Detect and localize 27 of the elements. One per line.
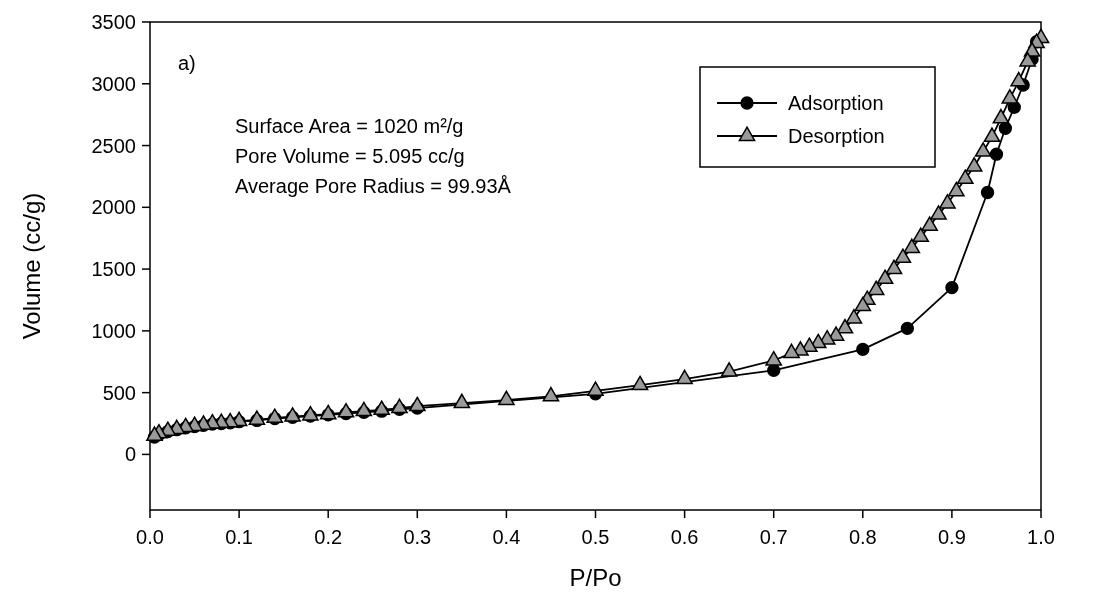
y-axis-title: Volume (cc/g): [18, 192, 45, 340]
legend-label: Desorption: [788, 125, 885, 147]
y-tick-label: 3000: [91, 72, 136, 95]
y-tick-label: 3500: [91, 11, 136, 33]
y-tick-label: 0: [124, 443, 136, 466]
annotation: Average Pore Radius = 99.93Å: [235, 175, 512, 197]
x-tick-label: 0.3: [403, 526, 432, 548]
annotation: a): [178, 52, 196, 74]
y-tick-label: 1500: [91, 258, 136, 281]
y-tick-label: 1000: [91, 319, 136, 342]
x-tick-label: 0.9: [937, 526, 966, 548]
y-tick-label: 500: [102, 381, 136, 404]
annotation: Surface Area = 1020 m²/g: [235, 115, 464, 137]
legend-label: Adsorption: [788, 92, 884, 114]
x-tick-label: 1.0: [1027, 526, 1055, 548]
x-tick-label: 0.8: [848, 526, 877, 548]
x-tick-label: 0.0: [136, 526, 164, 548]
x-tick-label: 0.5: [581, 526, 610, 548]
x-tick-label: 0.7: [759, 526, 788, 548]
x-tick-label: 0.2: [314, 526, 343, 548]
x-tick-label: 0.4: [492, 526, 521, 548]
y-tick-label: 2000: [91, 196, 136, 219]
annotation: Pore Volume = 5.095 cc/g: [235, 145, 465, 167]
x-axis-title: P/Po: [569, 564, 622, 591]
x-tick-label: 0.1: [225, 526, 254, 548]
y-tick-label: 2500: [91, 134, 136, 157]
x-tick-label: 0.6: [670, 526, 699, 548]
